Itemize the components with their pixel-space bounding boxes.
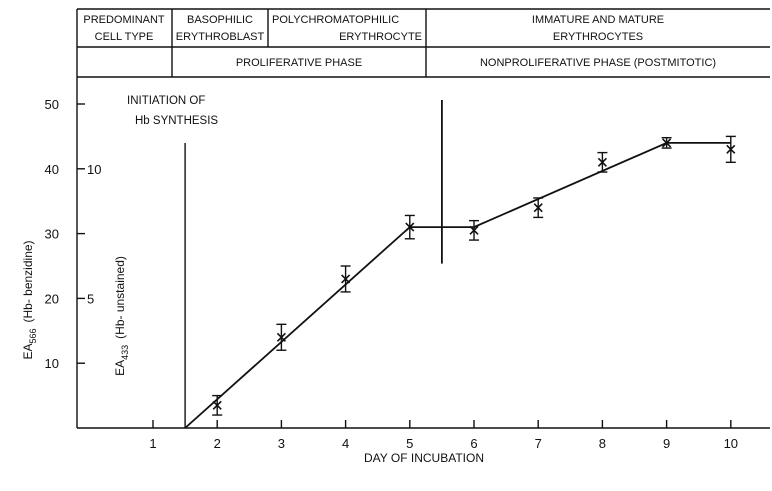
x-axis-label: DAY OF INCUBATION — [364, 451, 484, 465]
data-point-marker — [726, 144, 736, 154]
y-axis-label-inner: EA433(Hb- unstained) — [113, 256, 130, 376]
header-basophilic-line2: ERYTHROBLAST — [176, 31, 265, 43]
data-point-marker — [212, 400, 222, 410]
header-mature-line2: ERYTHROCYTES — [553, 31, 643, 43]
header-cell-type-line2: CELL TYPE — [95, 31, 154, 43]
initiation-annotation: INITIATION OF Hb SYNTHESIS — [127, 95, 218, 127]
y-tick-label: 40 — [45, 162, 59, 177]
y-tick-label: 50 — [45, 97, 59, 112]
x-tick-label: 1 — [149, 436, 156, 451]
data-point-marker — [405, 222, 415, 232]
x-tick-label: 10 — [724, 436, 738, 451]
header-cell-type-line1: PREDOMINANT — [83, 14, 165, 26]
data-point-marker — [662, 138, 672, 148]
header-basophilic-line1: BASOPHILIC — [187, 14, 253, 26]
initiation-label-line1: INITIATION OF — [127, 95, 205, 107]
y-tick-label-inner: 10 — [87, 162, 101, 177]
data-point-marker — [341, 274, 351, 284]
y-label-inner: EA433(Hb- unstained) — [113, 256, 130, 376]
header-polychromatophilic-line2: ERYTHROCYTE — [339, 31, 422, 43]
y-tick-label: 30 — [45, 227, 59, 242]
y-axis-label-left: EA566(Hb- benzidine) — [21, 240, 38, 359]
x-tick-label: 4 — [342, 436, 349, 451]
header-mature-line1: IMMATURE AND MATURE — [532, 14, 664, 26]
y-tick-label: 20 — [45, 291, 59, 306]
data-point-marker — [469, 225, 479, 235]
x-tick-label: 8 — [599, 436, 606, 451]
data-point-marker — [533, 203, 543, 213]
data-point-marker — [276, 332, 286, 342]
initiation-label-line2: Hb SYNTHESIS — [135, 115, 218, 127]
x-tick-label: 6 — [470, 436, 477, 451]
header-proliferative-phase: PROLIFERATIVE PHASE — [236, 57, 362, 69]
x-tick-label: 7 — [535, 436, 542, 451]
series-line — [184, 141, 731, 429]
data-point-marker — [597, 157, 607, 167]
x-tick-label: 9 — [663, 436, 670, 451]
y-label-left: EA566(Hb- benzidine) — [21, 240, 38, 359]
y-ticks: 10 20 30 40 50 — [45, 97, 85, 371]
x-tick-label: 3 — [278, 436, 285, 451]
y-tick-label-inner: 5 — [87, 291, 94, 306]
x-tick-label: 5 — [406, 436, 413, 451]
header-table — [76, 8, 770, 78]
header-polychromatophilic-line1: POLYCHROMATOPHILIC — [272, 14, 399, 26]
x-ticks: 1 2 3 4 5 6 7 8 9 10 — [149, 420, 738, 451]
header-texts: PREDOMINANT CELL TYPE BASOPHILIC ERYTHRO… — [83, 14, 716, 69]
x-tick-label: 2 — [214, 436, 221, 451]
y-tick-label: 10 — [45, 356, 59, 371]
axes — [76, 77, 770, 429]
plot-area — [184, 135, 736, 429]
header-nonproliferative-phase: NONPROLIFERATIVE PHASE (POSTMITOTIC) — [480, 57, 716, 69]
annotation-lines — [184, 100, 443, 428]
y-ticks-inner: 5 10 — [87, 162, 101, 307]
